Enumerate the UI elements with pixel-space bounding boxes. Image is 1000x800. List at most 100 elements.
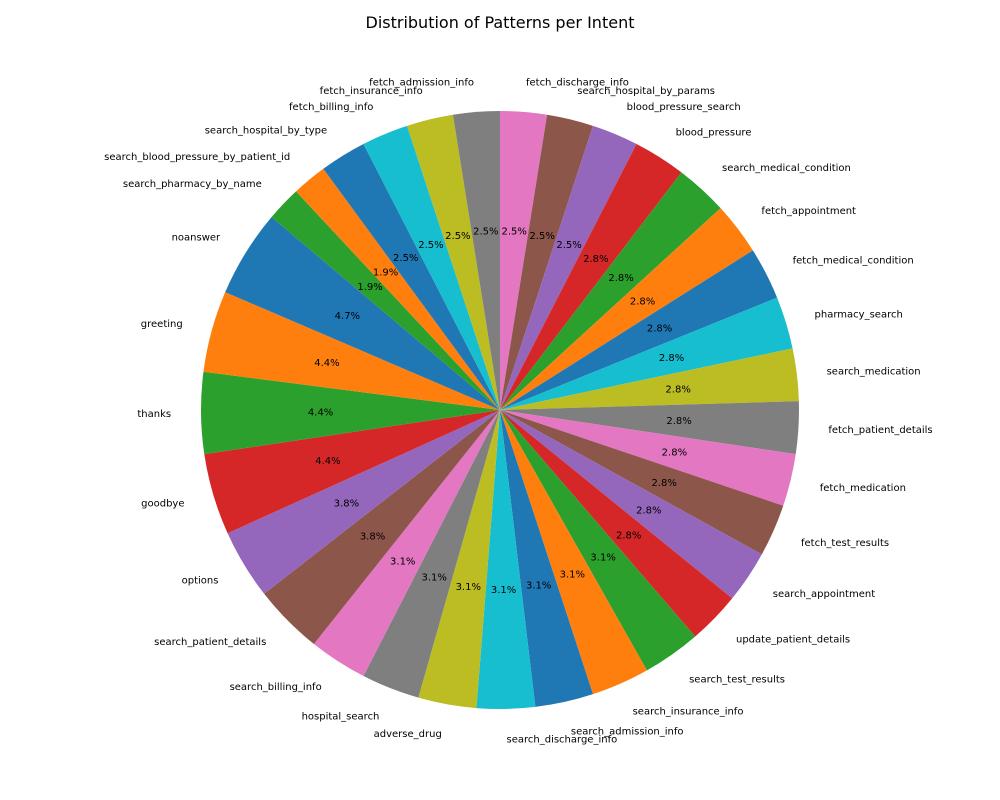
pie-pct-label: 3.1% [456, 582, 481, 593]
pie-pct-label: 2.8% [630, 297, 655, 308]
pie-pct-label: 2.8% [608, 273, 633, 284]
pie-pct-label: 2.8% [636, 506, 661, 517]
pie-slice-fetch-admission-info [452, 111, 500, 410]
pie-slice-fetch-medication [500, 410, 796, 506]
pie-category-label: search_admission_info [571, 727, 684, 738]
labels-layer: 2.5% fetch_discharge_info 2.5% search_hospi… [104, 78, 933, 746]
pie-pct-label: 4.4% [315, 456, 340, 467]
pie-slice-search-admission-info [500, 410, 593, 707]
pie-pct-label: 4.4% [308, 407, 333, 418]
pie-slice-search-insurance-info [500, 410, 647, 695]
pie-pct-label: 3.1% [590, 552, 615, 563]
pie-pct-label: 3.8% [334, 498, 359, 509]
pie-pct-label: 2.8% [651, 478, 676, 489]
pie-pct-label: 4.4% [314, 358, 339, 369]
pie-category-label: search_medical_condition [722, 163, 851, 174]
pie-pct-label: 2.8% [665, 384, 690, 395]
pie-pct-label: 2.5% [529, 231, 554, 242]
pie-slice-search-pharmacy-by-name [271, 191, 500, 410]
pie-category-label: search_test_results [689, 675, 785, 686]
pie-slice-blood-pressure-search [500, 125, 637, 410]
pie-slice-search-medication [500, 348, 799, 410]
pie-category-label: fetch_insurance_info [320, 86, 423, 97]
pie-category-label: search_pharmacy_by_name [123, 179, 262, 190]
pie-pct-label: 1.9% [357, 282, 382, 293]
pie-category-label: fetch_test_results [801, 538, 889, 549]
pie-pct-label: 2.8% [666, 416, 691, 427]
pie-pct-label: 3.1% [390, 556, 415, 567]
pie-slice-update-patient-details [500, 410, 733, 637]
pie-slice-fetch-patient-details [500, 401, 800, 455]
pie-category-label: fetch_appointment [761, 206, 856, 217]
pie-category-label: search_insurance_info [633, 706, 744, 717]
pie-category-label: update_patient_details [736, 635, 850, 646]
pie-pct-label: 3.8% [360, 532, 385, 543]
pie-category-label: search_medication [827, 367, 921, 378]
pie-category-label: pharmacy_search [815, 309, 903, 320]
pie-slice-thanks [200, 371, 500, 455]
pie-slice-search-test-results [500, 410, 696, 671]
slices-layer [200, 111, 800, 710]
pie-slice-search-billing-info [313, 410, 500, 677]
pie-category-label: blood_pressure [676, 127, 752, 138]
pie-slice-noanswer [225, 217, 500, 410]
pie-slice-pharmacy-search [500, 297, 793, 410]
pie-category-label: fetch_medication [820, 483, 906, 494]
pie-pct-label: 3.1% [560, 570, 585, 581]
pie-category-label: search_patient_details [154, 637, 266, 648]
pie-pct-label: 2.5% [445, 231, 470, 242]
pie-category-label: options [182, 576, 219, 587]
pie-category-label: blood_pressure_search [627, 102, 741, 113]
pie-slice-search-blood-pressure-by-patient-id [296, 168, 500, 410]
pie-pct-label: 2.5% [473, 227, 498, 238]
pie-pct-label: 3.1% [526, 581, 551, 592]
pie-slice-adverse-drug [418, 410, 500, 709]
pie-category-label: search_appointment [773, 589, 875, 600]
pie-pct-label: 2.8% [662, 448, 687, 459]
pie-slice-hospital-search [363, 410, 500, 698]
pie-category-label: thanks [137, 409, 171, 420]
pie-category-label: fetch_discharge_info [526, 78, 629, 89]
pie-slice-blood-pressure [500, 143, 682, 411]
pie-category-label: search_hospital_by_type [205, 126, 327, 137]
pie-category-label: fetch_admission_info [369, 78, 474, 89]
pie-slice-fetch-medical-condition [500, 250, 778, 410]
pie-slice-fetch-insurance-info [407, 114, 500, 410]
pie-pct-label: 2.8% [659, 353, 684, 364]
pie-category-label: fetch_billing_info [289, 102, 373, 113]
pie-slice-search-patient-details [264, 410, 500, 645]
pie-slice-fetch-discharge-info [500, 111, 548, 410]
pie-pct-label: 2.8% [647, 324, 672, 335]
pie-pct-label: 2.5% [501, 227, 526, 238]
pie-category-label: search_blood_pressure_by_patient_id [104, 152, 290, 163]
pie-slice-search-medical-condition [500, 172, 721, 410]
pie-pct-label: 3.1% [422, 572, 447, 583]
pie-slice-fetch-billing-info [363, 125, 500, 410]
pie-slice-options [227, 410, 500, 594]
pie-category-label: search_billing_info [230, 682, 322, 693]
pie-category-label: goodbye [141, 498, 184, 509]
pie-pct-label: 2.8% [583, 254, 608, 265]
chart-title: Distribution of Patterns per Intent [366, 13, 635, 32]
pie-pct-label: 2.8% [616, 530, 641, 541]
pie-category-label: fetch_patient_details [828, 425, 932, 436]
pie-pct-label: 2.5% [556, 240, 581, 251]
pie-slice-search-hospital-by-params [500, 114, 593, 410]
pie-pct-label: 3.1% [491, 585, 516, 596]
pie-category-label: noanswer [172, 233, 221, 244]
pie-category-label: adverse_drug [374, 729, 442, 740]
pie-category-label: fetch_medical_condition [793, 255, 914, 266]
pie-pct-label: 1.9% [373, 267, 398, 278]
pie-pct-label: 2.5% [418, 240, 443, 251]
pie-slice-greeting [203, 292, 500, 410]
pie-slice-search-appointment [500, 410, 762, 599]
pie-category-label: search_hospital_by_params [577, 86, 715, 97]
pie-slice-search-discharge-info [476, 410, 536, 710]
pie-slice-search-hospital-by-type [323, 143, 500, 411]
pie-category-label: hospital_search [302, 711, 380, 722]
pie-category-label: search_discharge_info [507, 734, 618, 745]
pie-slice-fetch-appointment [500, 208, 753, 410]
pie-slice-fetch-test-results [500, 410, 784, 555]
